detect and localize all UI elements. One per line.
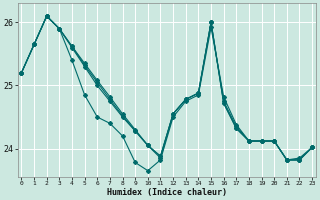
X-axis label: Humidex (Indice chaleur): Humidex (Indice chaleur) [107, 188, 227, 197]
